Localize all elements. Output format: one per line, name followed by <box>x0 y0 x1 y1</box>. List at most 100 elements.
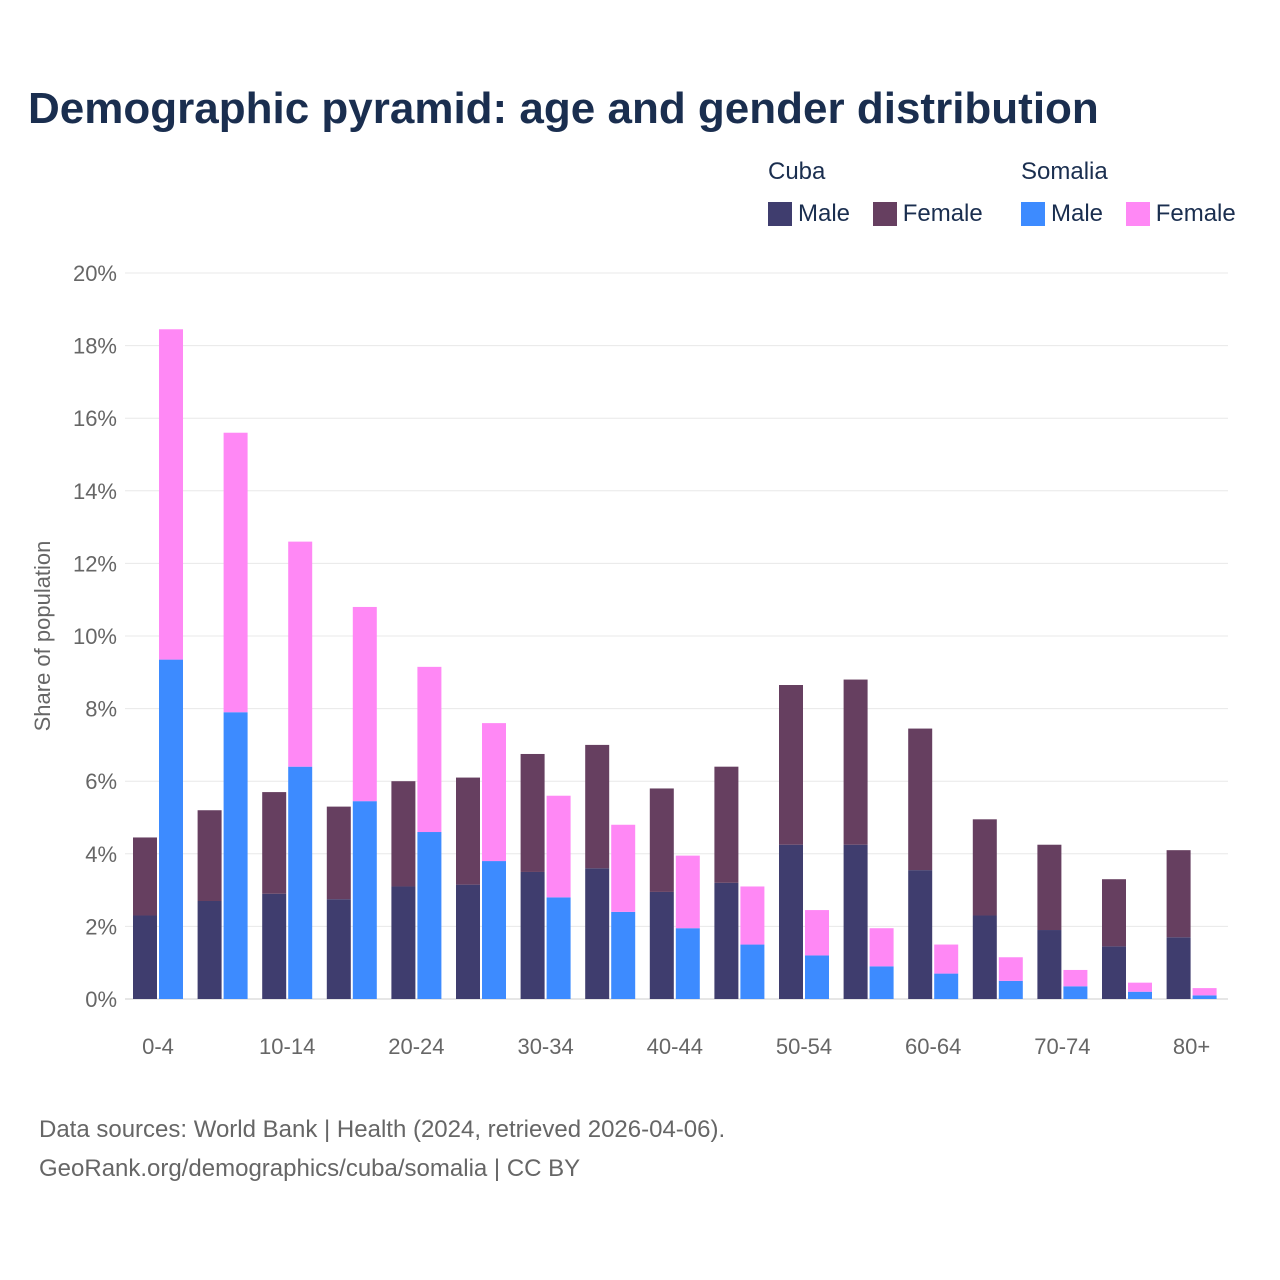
bar-somalia-female[interactable] <box>223 432 248 713</box>
bar-somalia-male[interactable] <box>546 897 571 999</box>
bar-cuba-male[interactable] <box>326 899 351 999</box>
bar-cuba-male[interactable] <box>779 844 803 999</box>
y-tick-label: 6% <box>85 769 117 794</box>
bar-somalia-male[interactable] <box>159 659 183 999</box>
y-tick-label: 20% <box>73 261 117 286</box>
bar-somalia-male[interactable] <box>740 944 765 999</box>
bar-somalia-female[interactable] <box>288 541 313 767</box>
bar-somalia-male[interactable] <box>1128 991 1152 999</box>
bar-somalia-male[interactable] <box>417 832 442 999</box>
bar-cuba-female[interactable] <box>520 753 545 872</box>
bar-cuba-female[interactable] <box>1102 879 1126 947</box>
legend-label: Female <box>1155 200 1236 227</box>
x-tick-label: 10-14 <box>259 1034 315 1059</box>
bar-cuba-female[interactable] <box>779 685 803 845</box>
y-tick-label: 8% <box>85 697 117 722</box>
legend-label: Male <box>1051 200 1104 227</box>
bar-somalia-male[interactable] <box>1192 995 1217 999</box>
legend-item[interactable]: Male <box>1021 200 1103 228</box>
bar-somalia-male[interactable] <box>869 966 894 999</box>
footer-source: Data sources: World Bank | Health (2024,… <box>39 1116 726 1143</box>
bar-cuba-female[interactable] <box>133 837 157 916</box>
bar-somalia-male[interactable] <box>611 911 636 999</box>
x-tick-label: 20-24 <box>388 1034 444 1059</box>
legend-swatch <box>1125 202 1150 226</box>
chart-title: Demographic pyramid: age and gender dist… <box>28 84 1099 133</box>
bar-somalia-male[interactable] <box>482 861 506 999</box>
legend-group-title: Somalia <box>1021 158 1108 185</box>
bar-somalia-female[interactable] <box>740 886 765 945</box>
bar-somalia-female[interactable] <box>482 723 506 862</box>
bar-cuba-female[interactable] <box>326 806 351 900</box>
bar-somalia-male[interactable] <box>675 928 700 999</box>
bar-somalia-female[interactable] <box>1128 982 1152 992</box>
bar-cuba-female[interactable] <box>714 766 739 883</box>
y-tick-label: 16% <box>73 406 117 431</box>
y-tick-label: 4% <box>85 842 117 867</box>
bar-somalia-female[interactable] <box>934 944 959 974</box>
bar-cuba-female[interactable] <box>262 792 287 894</box>
y-tick-label: 12% <box>73 551 117 576</box>
x-tick-label: 30-34 <box>517 1034 573 1059</box>
bar-cuba-female[interactable] <box>1166 850 1191 938</box>
bar-cuba-male[interactable] <box>197 900 222 999</box>
bar-cuba-male[interactable] <box>1166 937 1191 999</box>
y-tick-label: 2% <box>85 914 117 939</box>
legend-group-title: Cuba <box>768 158 826 185</box>
bar-cuba-male[interactable] <box>649 891 674 999</box>
legend-item[interactable]: Male <box>768 200 850 228</box>
bar-cuba-male[interactable] <box>972 915 997 999</box>
bar-cuba-female[interactable] <box>391 781 416 887</box>
legend-swatch <box>872 202 897 226</box>
bar-cuba-male[interactable] <box>714 882 739 999</box>
bar-cuba-male[interactable] <box>520 871 545 999</box>
bar-somalia-female[interactable] <box>352 606 377 802</box>
legend-swatch <box>768 202 792 226</box>
y-tick-label: 14% <box>73 479 117 504</box>
bar-somalia-male[interactable] <box>805 955 829 999</box>
bar-somalia-male[interactable] <box>1063 986 1088 999</box>
bar-somalia-female[interactable] <box>159 329 183 660</box>
bar-somalia-male[interactable] <box>998 980 1023 999</box>
bar-somalia-female[interactable] <box>869 928 894 967</box>
footer-credit: GeoRank.org/demographics/cuba/somalia | … <box>39 1155 581 1182</box>
bar-cuba-male[interactable] <box>133 915 157 999</box>
bar-somalia-female[interactable] <box>417 666 442 833</box>
bar-somalia-female[interactable] <box>611 824 636 912</box>
legend-item[interactable]: Female <box>872 200 983 228</box>
legend-item[interactable]: Female <box>1125 200 1236 228</box>
x-tick-label: 70-74 <box>1034 1034 1090 1059</box>
bar-cuba-male[interactable] <box>1037 930 1062 999</box>
bar-somalia-female[interactable] <box>805 910 829 956</box>
bar-somalia-female[interactable] <box>675 855 700 929</box>
bar-somalia-male[interactable] <box>288 766 313 999</box>
x-tick-label: 50-54 <box>776 1034 832 1059</box>
bar-cuba-male[interactable] <box>391 886 416 999</box>
bar-cuba-male[interactable] <box>843 844 868 999</box>
x-tick-label: 0-4 <box>142 1034 174 1059</box>
bar-cuba-female[interactable] <box>649 788 674 892</box>
y-tick-label: 10% <box>73 624 117 649</box>
bar-cuba-female[interactable] <box>843 679 868 845</box>
bar-cuba-male[interactable] <box>1102 946 1126 999</box>
bar-somalia-female[interactable] <box>998 957 1023 981</box>
bar-somalia-male[interactable] <box>352 801 377 999</box>
bar-cuba-male[interactable] <box>262 893 287 999</box>
bar-cuba-female[interactable] <box>585 744 610 869</box>
bar-cuba-male[interactable] <box>456 884 480 999</box>
bar-somalia-female[interactable] <box>1192 988 1217 996</box>
legend-swatch <box>1021 202 1045 226</box>
bar-cuba-female[interactable] <box>197 810 222 901</box>
bar-cuba-male[interactable] <box>585 868 610 999</box>
bar-somalia-female[interactable] <box>1063 969 1088 987</box>
bar-cuba-male[interactable] <box>908 870 933 999</box>
bar-somalia-female[interactable] <box>546 795 571 898</box>
bar-cuba-female[interactable] <box>456 777 480 885</box>
bar-somalia-male[interactable] <box>223 712 248 999</box>
bar-cuba-female[interactable] <box>1037 844 1062 931</box>
x-tick-label: 40-44 <box>647 1034 703 1059</box>
bar-cuba-female[interactable] <box>908 728 933 871</box>
bar-somalia-male[interactable] <box>934 973 959 999</box>
bar-cuba-female[interactable] <box>972 819 997 916</box>
